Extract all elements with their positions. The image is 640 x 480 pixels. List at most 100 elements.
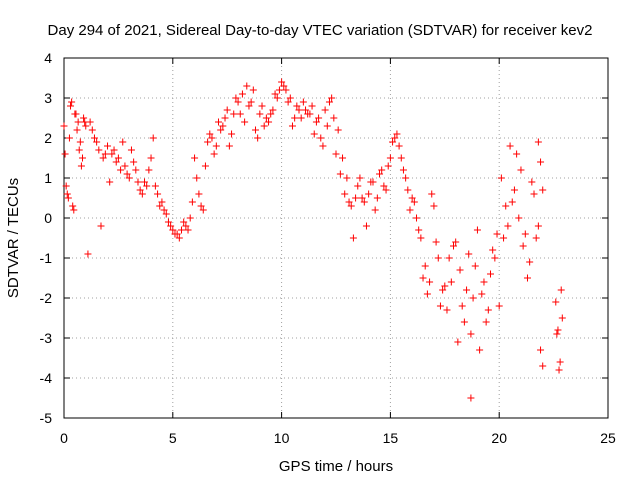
data-point <box>486 270 494 278</box>
data-point <box>65 134 73 142</box>
data-point <box>452 238 460 246</box>
data-point <box>247 98 255 106</box>
data-point <box>523 274 531 282</box>
data-point <box>182 222 190 230</box>
data-point <box>537 346 545 354</box>
data-point <box>423 290 431 298</box>
data-point <box>502 202 510 210</box>
data-point <box>82 122 90 130</box>
data-point <box>145 166 153 174</box>
data-point <box>557 286 565 294</box>
data-point <box>186 214 194 222</box>
data-point <box>454 338 462 346</box>
data-point <box>482 318 490 326</box>
y-tick-label: 3 <box>44 90 52 106</box>
data-point <box>278 78 286 86</box>
data-point <box>123 170 131 178</box>
data-point <box>471 262 479 270</box>
y-tick-label: -4 <box>40 370 53 386</box>
data-point <box>421 262 429 270</box>
data-point <box>343 174 351 182</box>
data-point <box>517 166 525 174</box>
data-point <box>121 162 129 170</box>
data-point <box>219 122 227 130</box>
x-tick-label: 5 <box>169 430 177 446</box>
data-point <box>534 222 542 230</box>
plot-frame <box>63 57 609 419</box>
data-point <box>539 186 547 194</box>
data-point <box>84 250 92 258</box>
data-point <box>130 158 138 166</box>
data-point <box>90 134 98 142</box>
data-point <box>217 126 225 134</box>
data-point <box>317 134 325 142</box>
data-point <box>393 130 401 138</box>
data-point <box>391 134 399 142</box>
data-point <box>493 230 501 238</box>
data-point <box>167 222 175 230</box>
data-point <box>460 318 468 326</box>
data-point <box>530 190 538 198</box>
x-tick-label: 10 <box>274 430 290 446</box>
data-point <box>500 234 508 242</box>
data-point <box>463 286 471 294</box>
data-point <box>201 162 209 170</box>
data-point <box>360 198 368 206</box>
data-point <box>241 118 249 126</box>
data-point <box>358 194 366 202</box>
data-point <box>491 254 499 262</box>
data-point <box>230 110 238 118</box>
data-point <box>243 82 251 90</box>
data-point <box>88 126 96 134</box>
data-point <box>61 150 69 158</box>
y-tick-label: -2 <box>40 290 53 306</box>
data-point <box>208 134 216 142</box>
data-point <box>297 114 305 122</box>
data-point <box>378 166 386 174</box>
data-point <box>397 154 405 162</box>
data-point <box>151 182 159 190</box>
data-point <box>271 90 279 98</box>
data-point <box>206 130 214 138</box>
data-point <box>380 182 388 190</box>
data-point <box>72 110 80 118</box>
data-point <box>158 198 166 206</box>
data-point <box>234 98 242 106</box>
data-point <box>413 214 421 222</box>
data-point <box>321 106 329 114</box>
data-point <box>497 174 505 182</box>
axis-ticks: 0 5 10 15 20 25 -5 -4 -3 -2 -1 0 1 2 3 4 <box>40 50 616 446</box>
data-point <box>484 306 492 314</box>
data-point <box>119 138 127 146</box>
data-point <box>376 170 384 178</box>
data-point <box>70 206 78 214</box>
data-point <box>478 290 486 298</box>
data-point <box>112 158 120 166</box>
data-point <box>480 278 488 286</box>
y-tick-label: 1 <box>44 170 52 186</box>
y-tick-label: -1 <box>40 250 53 266</box>
data-point <box>169 226 177 234</box>
data-point <box>97 222 105 230</box>
data-point <box>354 182 362 190</box>
data-point <box>399 166 407 174</box>
data-point <box>232 94 240 102</box>
data-point <box>434 254 442 262</box>
y-tick-label: -5 <box>40 410 53 426</box>
data-point <box>171 230 179 238</box>
data-point <box>162 210 170 218</box>
data-point <box>280 82 288 90</box>
data-point <box>228 130 236 138</box>
data-point <box>284 98 292 106</box>
chart-title: Day 294 of 2021, Sidereal Day-to-day VTE… <box>48 22 593 39</box>
data-point <box>384 162 392 170</box>
data-point <box>114 154 122 162</box>
data-point <box>443 306 451 314</box>
data-point <box>526 258 534 266</box>
data-point <box>210 150 218 158</box>
data-point <box>197 202 205 210</box>
data-point <box>302 106 310 114</box>
data-point <box>308 102 316 110</box>
data-point <box>67 102 75 110</box>
data-point <box>519 242 527 250</box>
